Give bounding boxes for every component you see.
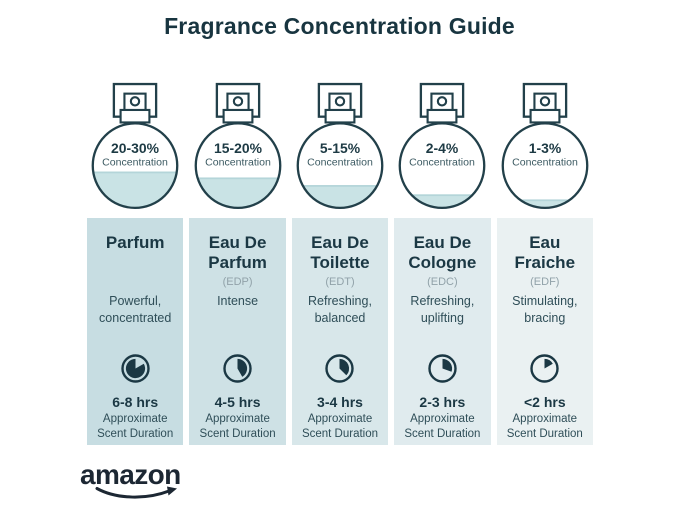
perfume-bottle-icon: 1-3% Concentration bbox=[501, 82, 589, 210]
column-eau-fraiche: Eau Fraiche (EDF) Stimulating, bracing <… bbox=[496, 218, 593, 445]
column-eau-de-parfum: Eau De Parfum (EDP) Intense 4-5 hrs Appr… bbox=[189, 218, 286, 445]
amazon-logo-text: amazon bbox=[80, 459, 181, 490]
fragrance-description: Refreshing, uplifting bbox=[410, 294, 475, 325]
duration-clock-icon bbox=[120, 354, 150, 383]
duration-value: 6-8 hrs bbox=[112, 394, 159, 410]
duration-value: 4-5 hrs bbox=[214, 394, 261, 410]
duration-clock-icon bbox=[223, 354, 252, 383]
fragrance-abbr: (EDT) bbox=[325, 276, 355, 289]
fragrance-name: Eau De Cologne bbox=[408, 233, 477, 273]
duration-clock-icon bbox=[428, 354, 457, 383]
column-parfum: Parfum Powerful, concentrated 6-8 hrs Ap… bbox=[87, 218, 184, 445]
duration-label: Approximate Scent Duration bbox=[301, 413, 379, 440]
duration-value: <2 hrs bbox=[523, 394, 566, 410]
fragrance-description: Refreshing, balanced bbox=[308, 294, 372, 325]
duration-label: Approximate Scent Duration bbox=[506, 413, 583, 440]
perfume-bottle-icon: 2-4% Concentration bbox=[398, 82, 486, 210]
concentration-value: 15-20% bbox=[214, 140, 262, 156]
concentration-value: 5-15% bbox=[320, 140, 360, 156]
duration-value: 2-3 hrs bbox=[419, 394, 466, 410]
bottle-eau-de-cologne: 2-4% Concentration bbox=[394, 80, 490, 210]
bottle-eau-fraiche: 1-3% Concentration bbox=[497, 80, 593, 210]
page-title: Fragrance Concentration Guide bbox=[164, 13, 515, 39]
concentration-value: 2-4% bbox=[426, 140, 458, 156]
bottle-eau-de-toilette: 5-15% Concentration bbox=[292, 80, 388, 210]
bottle-parfum: 20-30% Concentration bbox=[87, 80, 183, 210]
fragrance-name: Parfum bbox=[105, 233, 165, 252]
duration-value: 3-4 hrs bbox=[317, 394, 363, 410]
concentration-label: Concentration bbox=[102, 157, 168, 169]
bottles-row: 20-30% Concentration 15-20% Concentratio… bbox=[87, 80, 593, 445]
perfume-bottle-icon: 20-30% Concentration bbox=[91, 82, 179, 210]
amazon-logo: amazon bbox=[80, 459, 190, 499]
perfume-bottle-icon: 5-15% Concentration bbox=[296, 82, 384, 210]
concentration-label: Concentration bbox=[205, 157, 271, 169]
duration-clock-icon bbox=[530, 354, 559, 383]
fragrance-abbr bbox=[106, 256, 165, 269]
fragrance-description: Stimulating, bracing bbox=[512, 294, 578, 325]
amazon-smile-icon bbox=[95, 486, 177, 499]
concentration-label: Concentration bbox=[410, 157, 476, 169]
column-eau-de-cologne: Eau De Cologne (EDC) Refreshing, uplifti… bbox=[394, 218, 491, 445]
duration-clock-icon bbox=[325, 354, 355, 383]
perfume-bottle-icon: 15-20% Concentration bbox=[194, 82, 281, 210]
concentration-value: 20-30% bbox=[111, 140, 159, 156]
fragrance-abbr: (EDF) bbox=[530, 276, 560, 289]
duration-label: Approximate Scent Duration bbox=[199, 413, 276, 440]
concentration-label: Concentration bbox=[512, 157, 578, 169]
fragrance-name: Eau De Toilette bbox=[310, 233, 370, 273]
duration-label: Approximate Scent Duration bbox=[404, 413, 481, 440]
fragrance-name: Eau De Parfum bbox=[208, 233, 267, 273]
concentration-value: 1-3% bbox=[529, 140, 561, 156]
bottle-eau-de-parfum: 15-20% Concentration bbox=[189, 80, 285, 210]
fragrance-description: Intense bbox=[217, 294, 259, 308]
fragrance-abbr: (EDC) bbox=[427, 276, 458, 289]
fragrance-name: Eau Fraiche bbox=[514, 233, 576, 273]
fragrance-abbr: (EDP) bbox=[222, 276, 253, 289]
fragrance-description: Powerful, concentrated bbox=[99, 294, 172, 325]
concentration-label: Concentration bbox=[307, 157, 373, 169]
column-eau-de-toilette: Eau De Toilette (EDT) Refreshing, balanc… bbox=[291, 218, 389, 445]
duration-label: Approximate Scent Duration bbox=[97, 413, 174, 440]
